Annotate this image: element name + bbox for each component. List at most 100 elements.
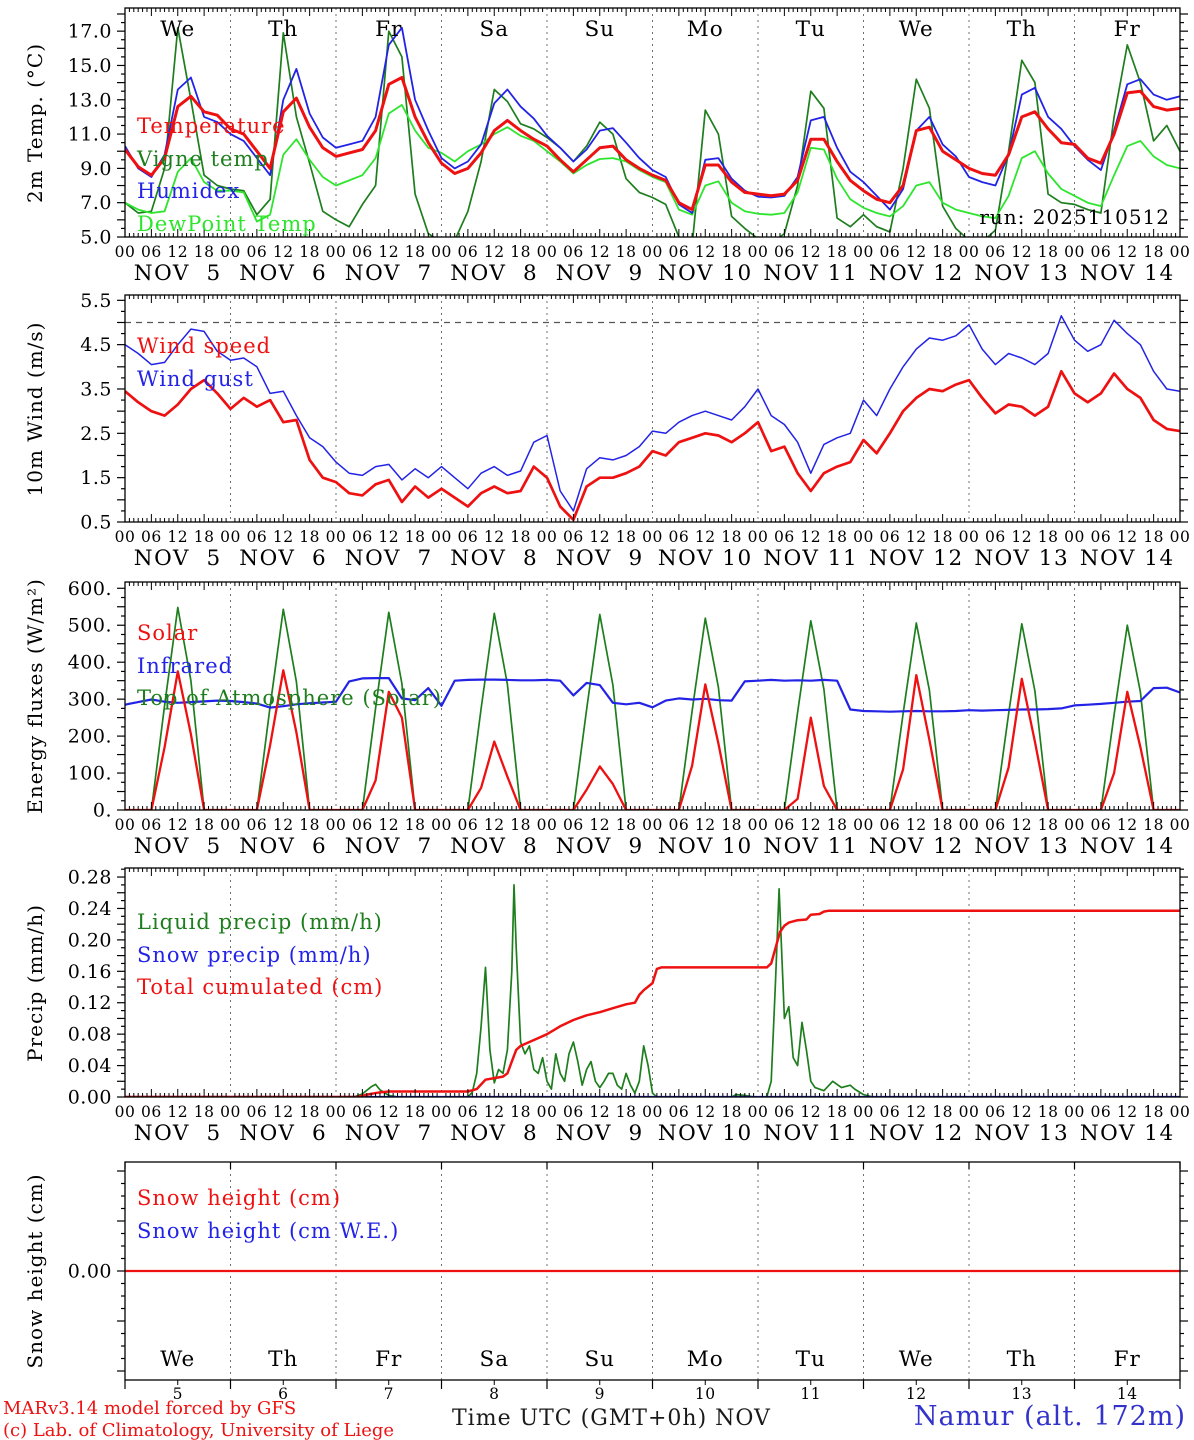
- hour-tick-label: 12: [800, 1103, 821, 1121]
- hour-tick-label: 18: [721, 243, 742, 261]
- hour-tick-label: 06: [563, 1103, 584, 1121]
- legend-item-infrared: Infrared: [137, 653, 234, 678]
- y-tick-label: 0.5: [80, 512, 112, 534]
- y-tick-label: 0.16: [68, 961, 112, 983]
- hour-tick-label: 12: [378, 528, 399, 546]
- date-label: NOV 12: [869, 1121, 964, 1146]
- y-tick-label: 2.5: [80, 423, 112, 445]
- y-tick-label: 3.5: [80, 378, 112, 400]
- weekday-label: Th: [268, 17, 298, 42]
- hour-tick-label: 06: [141, 1103, 162, 1121]
- hour-tick-label: 12: [167, 816, 188, 834]
- hour-tick-label: 00: [431, 243, 452, 261]
- date-label: NOV 12: [869, 546, 964, 571]
- weekday-label: Th: [1007, 17, 1037, 42]
- hour-tick-label: 18: [194, 528, 215, 546]
- hour-tick-label: 00: [959, 243, 980, 261]
- hour-tick-label: 06: [669, 243, 690, 261]
- hour-tick-label: 06: [985, 1103, 1006, 1121]
- hour-tick-label: 06: [880, 1103, 901, 1121]
- hour-tick-label: 06: [774, 528, 795, 546]
- hour-tick-label: 12: [273, 816, 294, 834]
- panel-energy: 0. 100. 200. 300. 400. 500. 600. 00 06 12 18 00 06 12…: [68, 578, 1190, 859]
- footer-time-axis-label: Time UTC (GMT+0h) NOV: [452, 1406, 771, 1431]
- hour-tick-label: 12: [167, 243, 188, 261]
- hour-tick-label: 18: [405, 816, 426, 834]
- hour-tick-label: 12: [695, 528, 716, 546]
- hour-tick-label: 06: [563, 243, 584, 261]
- hour-tick-label: 06: [352, 816, 373, 834]
- hour-tick-label: 00: [959, 528, 980, 546]
- date-label: NOV 14: [1080, 546, 1175, 571]
- date-label: NOV 10: [658, 546, 753, 571]
- hour-tick-label: 12: [484, 1103, 505, 1121]
- date-label: NOV 8: [450, 834, 538, 859]
- hour-tick-label: 00: [1064, 528, 1085, 546]
- hour-tick-label: 00: [220, 243, 241, 261]
- hour-tick-label: 18: [1038, 243, 1059, 261]
- date-label: NOV 5: [134, 834, 222, 859]
- hour-tick-label: 00: [853, 528, 874, 546]
- hour-tick-label: 12: [273, 1103, 294, 1121]
- hour-tick-label: 00: [115, 528, 136, 546]
- y-tick-label: 0.28: [68, 867, 112, 889]
- hour-tick-label: 18: [194, 816, 215, 834]
- day-number-label: 5: [173, 1385, 183, 1403]
- hour-tick-label: 06: [880, 816, 901, 834]
- y-tick-label: 400.: [68, 652, 112, 674]
- y-tick-label: 600.: [68, 578, 112, 600]
- hour-tick-label: 00: [220, 528, 241, 546]
- hour-tick-label: 12: [1011, 528, 1032, 546]
- hour-tick-label: 00: [431, 816, 452, 834]
- hour-tick-label: 12: [906, 528, 927, 546]
- hour-tick-label: 00: [1064, 243, 1085, 261]
- hour-tick-label: 00: [642, 1103, 663, 1121]
- day-number-label: 10: [695, 1385, 716, 1403]
- hour-tick-label: 06: [774, 1103, 795, 1121]
- hour-tick-label: 06: [774, 243, 795, 261]
- hour-tick-label: 06: [563, 816, 584, 834]
- date-label: NOV 13: [974, 1121, 1069, 1146]
- hour-tick-label: 00: [959, 816, 980, 834]
- hour-tick-label: 18: [721, 816, 742, 834]
- y-tick-label: 9.0: [80, 158, 112, 180]
- date-label: NOV 10: [658, 1121, 753, 1146]
- hour-tick-label: 06: [141, 816, 162, 834]
- date-label: NOV 12: [869, 834, 964, 859]
- weekday-label: Fr: [1114, 1347, 1141, 1372]
- legend-precip: Liquid precip (mm/h) Snow precip (mm/h) …: [137, 906, 383, 1004]
- hour-tick-label: 06: [352, 528, 373, 546]
- hour-tick-label: 12: [1011, 243, 1032, 261]
- date-label: NOV 13: [974, 834, 1069, 859]
- weekday-label: We: [160, 1347, 195, 1372]
- panel-wind: 0.5 1.5 2.5 3.5 4.5 5.5 00 06 12 18 00 06 12 18 00 06 12…: [80, 290, 1190, 571]
- hour-tick-label: 00: [748, 816, 769, 834]
- legend-snow: Snow height (cm) Snow height (cm W.E.): [137, 1182, 399, 1247]
- hour-tick-label: 00: [537, 816, 558, 834]
- hour-tick-label: 06: [669, 1103, 690, 1121]
- date-label: NOV 8: [450, 546, 538, 571]
- hour-tick-label: 18: [299, 816, 320, 834]
- hour-tick-label: 18: [1038, 528, 1059, 546]
- weekday-label: Tu: [796, 1347, 826, 1372]
- legend-item-wind-speed: Wind speed: [137, 334, 272, 358]
- legend-item-vigne-temp: Vigne temp: [137, 146, 269, 171]
- legend-item-snow-height-we: Snow height (cm W.E.): [137, 1218, 400, 1243]
- hour-tick-label: 06: [352, 1103, 373, 1121]
- hour-tick-label: 18: [616, 816, 637, 834]
- date-label: NOV 7: [345, 834, 433, 859]
- y-tick-label: 1.5: [80, 467, 112, 489]
- legend-temperature: Temperature Vigne temp Humidex DewPoint …: [137, 110, 317, 240]
- series-infrared: [125, 676, 1180, 713]
- y-tick-label: 300.: [68, 689, 112, 711]
- day-number-label: 14: [1117, 1385, 1138, 1403]
- hour-tick-label: 12: [378, 816, 399, 834]
- hour-tick-label: 12: [800, 528, 821, 546]
- y-tick-label: 17.0: [68, 21, 112, 43]
- panel-precip: 0.00 0.04 0.08 0.12 0.16 0.20 0.24 0.28 00 06 12 18…: [68, 867, 1190, 1146]
- hour-tick-label: 06: [458, 1103, 479, 1121]
- date-label: NOV 14: [1080, 834, 1175, 859]
- hour-tick-label: 06: [1091, 243, 1112, 261]
- day-number-label: 6: [278, 1385, 288, 1403]
